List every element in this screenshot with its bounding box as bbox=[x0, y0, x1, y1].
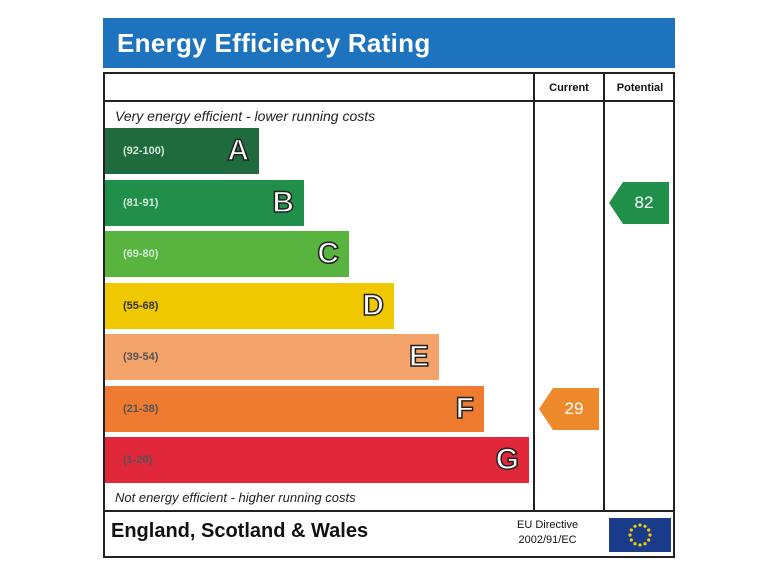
directive-line-1: EU Directive bbox=[517, 519, 579, 531]
band-letter: A bbox=[227, 133, 250, 168]
band-letter: C bbox=[317, 236, 340, 271]
band-d: (55-68) D bbox=[105, 282, 394, 329]
chart-frame bbox=[103, 72, 675, 558]
directive-line-2: 2002/91/EC bbox=[518, 534, 577, 546]
footer-divider bbox=[103, 510, 675, 512]
energy-rating-chart: Energy Efficiency Rating Current Potenti… bbox=[103, 18, 677, 558]
band-letter: D bbox=[362, 288, 385, 323]
band-letter: B bbox=[272, 185, 295, 220]
potential-column-header: Potential bbox=[616, 82, 664, 94]
header-divider bbox=[103, 100, 675, 102]
potential-rating-value: 82 bbox=[634, 192, 654, 212]
current-column-divider bbox=[533, 72, 535, 512]
band-letter: F bbox=[455, 391, 475, 426]
potential-rating-arrow: 82 bbox=[609, 181, 669, 224]
current-arrow-shape bbox=[539, 387, 599, 430]
band-letter: G bbox=[495, 442, 520, 477]
current-column-header: Current bbox=[549, 82, 589, 94]
band-e: (39-54) E bbox=[105, 334, 439, 380]
band-range-label: (21-38) bbox=[123, 402, 159, 415]
band-b: (81-91) B bbox=[105, 179, 304, 226]
band-range-label: (81-91) bbox=[123, 196, 159, 209]
chart-title: Energy Efficiency Rating bbox=[103, 18, 675, 68]
band-range-label: (55-68) bbox=[123, 299, 159, 312]
band-range-label: (1-20) bbox=[123, 454, 153, 466]
potential-arrow-shape bbox=[609, 181, 669, 224]
potential-column-divider bbox=[603, 72, 605, 512]
eu-directive: EU Directive 2002/91/EC bbox=[517, 518, 578, 548]
current-rating-value: 29 bbox=[564, 398, 584, 418]
band-range-label: (92-100) bbox=[123, 145, 165, 157]
band-c: (69-80) C bbox=[105, 231, 349, 277]
band-letter: E bbox=[408, 339, 430, 374]
band-range-label: (39-54) bbox=[123, 351, 159, 363]
eu-flag-icon bbox=[609, 518, 671, 552]
band-a: (92-100) A bbox=[105, 128, 259, 174]
band-f: (21-38) F bbox=[105, 385, 484, 432]
region-label: England, Scotland & Wales bbox=[111, 520, 369, 542]
band-range-label: (69-80) bbox=[123, 248, 159, 260]
band-g: (1-20) G bbox=[105, 437, 529, 483]
current-rating-arrow: 29 bbox=[539, 387, 599, 430]
top-note: Very energy efficient - lower running co… bbox=[115, 108, 376, 124]
bottom-note: Not energy efficient - higher running co… bbox=[115, 490, 356, 505]
